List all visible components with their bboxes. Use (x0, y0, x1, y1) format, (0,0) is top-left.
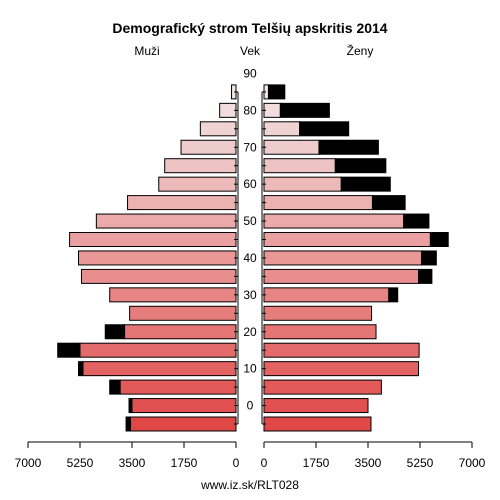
bar-women-0-4 (263, 416, 372, 432)
age-axis-label: Vek (240, 44, 261, 58)
bar-men-65-69 (158, 176, 237, 192)
bar-women-15-19 (263, 361, 420, 377)
bar-women-excess-45-49 (420, 250, 437, 266)
x-tick-label-right: 0 (261, 456, 268, 470)
bar-men-25-29 (124, 324, 237, 340)
x-tick-label-right: 1750 (303, 456, 330, 470)
bar-women-10-14 (263, 379, 382, 395)
bar-men-80-84 (199, 121, 237, 137)
bar-women-excess-40-44 (418, 268, 433, 284)
bar-women-excess-60-64 (371, 195, 406, 211)
axes-group: 0 10 20 30 40 50 60 70 80 90 7000 5250 3500 1750 0 0 175… (15, 66, 486, 470)
bar-men-85-89 (219, 102, 237, 118)
bar-women-80-84 (263, 121, 301, 137)
left-side-label: Muži (134, 44, 159, 58)
footer-url[interactable]: www.iz.sk/RLT028 (200, 478, 299, 492)
age-tick-label: 80 (243, 103, 257, 117)
bar-women-65-69 (263, 176, 342, 192)
bar-men-35-39 (109, 287, 237, 303)
bar-women-55-59 (263, 213, 405, 229)
age-tick-label: 10 (243, 362, 257, 376)
bar-men-75-79 (180, 139, 237, 155)
age-tick-label: 20 (243, 325, 257, 339)
bar-men-excess-10-14 (109, 379, 121, 395)
bar-women-60-64 (263, 195, 373, 211)
age-tick-label: 0 (247, 399, 254, 413)
bars-group (57, 84, 449, 432)
bar-women-5-9 (263, 398, 369, 414)
bar-women-excess-65-69 (340, 176, 391, 192)
x-tick-label-left: 7000 (15, 456, 42, 470)
x-tick-label-left: 0 (233, 456, 240, 470)
bar-women-20-24 (263, 342, 420, 358)
age-tick-label: 60 (243, 177, 257, 191)
bar-women-85-89 (263, 102, 281, 118)
bar-women-45-49 (263, 250, 422, 266)
bar-men-5-9 (131, 398, 237, 414)
bar-women-excess-75-79 (318, 139, 379, 155)
bar-women-25-29 (263, 324, 377, 340)
bar-men-45-49 (78, 250, 237, 266)
x-tick-label-left: 3500 (119, 456, 146, 470)
bar-women-excess-55-59 (403, 213, 430, 229)
bar-women-excess-70-74 (334, 158, 387, 174)
x-tick-label-right: 5250 (407, 456, 434, 470)
bar-men-10-14 (119, 379, 237, 395)
x-tick-label-right: 3500 (355, 456, 382, 470)
bar-men-excess-5-9 (128, 398, 133, 414)
chart-title: Demografický strom Telšių apskritis 2014 (112, 20, 387, 36)
age-tick-label: 40 (243, 251, 257, 265)
bar-men-20-24 (79, 342, 237, 358)
bar-men-70-74 (164, 158, 237, 174)
x-tick-label-left: 5250 (67, 456, 94, 470)
bar-women-35-39 (263, 287, 390, 303)
x-tick-label-left: 1750 (171, 456, 198, 470)
bar-women-30-34 (263, 305, 373, 321)
bar-women-excess-90+ (267, 84, 286, 100)
bar-women-excess-85-89 (279, 102, 330, 118)
bar-men-60-64 (127, 195, 237, 211)
bar-men-30-34 (129, 305, 237, 321)
bar-women-excess-80-84 (299, 121, 350, 137)
age-tick-label: 70 (243, 140, 257, 154)
bar-men-15-19 (82, 361, 237, 377)
age-tick-label: 30 (243, 288, 257, 302)
bar-men-excess-25-29 (104, 324, 126, 340)
bar-women-75-79 (263, 139, 320, 155)
age-tick-label: 50 (243, 214, 257, 228)
bar-men-0-4 (130, 416, 237, 432)
bar-men-excess-0-4 (125, 416, 132, 432)
bar-women-excess-35-39 (388, 287, 399, 303)
bar-men-50-54 (69, 232, 237, 247)
bar-men-55-59 (95, 213, 237, 229)
right-side-label: Ženy (347, 43, 374, 58)
bar-women-40-44 (263, 268, 420, 284)
bar-women-70-74 (263, 158, 336, 174)
age-tick-label: 90 (243, 66, 257, 80)
bar-men-excess-15-19 (78, 361, 84, 377)
bar-women-50-54 (263, 232, 431, 247)
x-tick-label-right: 7000 (459, 456, 486, 470)
bar-men-excess-20-24 (57, 342, 81, 358)
bar-men-40-44 (80, 268, 237, 284)
bar-women-excess-50-54 (429, 232, 449, 247)
